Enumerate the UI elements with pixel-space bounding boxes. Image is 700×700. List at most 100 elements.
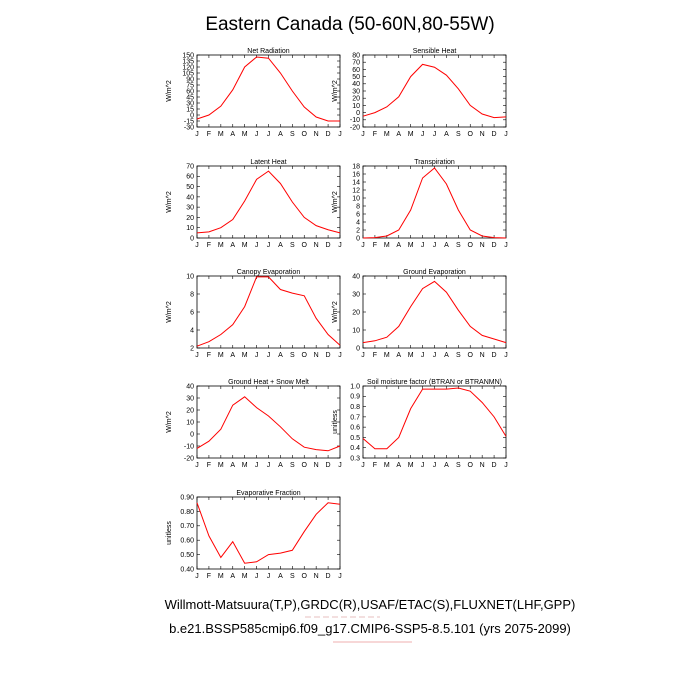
x-tick-label: O: [302, 352, 308, 359]
x-tick-label: J: [421, 242, 425, 249]
x-tick-label: N: [480, 242, 485, 249]
x-tick-label: O: [302, 131, 308, 138]
series-line: [362, 167, 507, 239]
x-tick-label: D: [492, 242, 497, 249]
y-tick-label: 6: [356, 211, 360, 218]
y-tick-label: 0: [356, 235, 360, 242]
y-tick-label: 0: [190, 235, 194, 242]
x-tick-label: J: [267, 352, 271, 359]
y-axis-label: unitless: [332, 410, 339, 434]
y-tick-label: 16: [352, 171, 360, 178]
y-tick-label: 50: [186, 184, 194, 191]
y-tick-label: -10: [350, 117, 360, 124]
y-tick-label: 45: [186, 94, 194, 101]
x-tick-label: M: [408, 242, 414, 249]
x-tick-label: J: [421, 352, 425, 359]
x-tick-label: O: [302, 573, 308, 580]
y-tick-label: 40: [352, 81, 360, 88]
x-tick-label: J: [255, 131, 259, 138]
x-tick-label: D: [492, 352, 497, 359]
y-tick-label: -15: [184, 118, 194, 125]
series-line: [196, 170, 341, 234]
y-tick-label: 10: [352, 195, 360, 202]
plot-frame: [362, 54, 507, 128]
x-tick-label: J: [267, 573, 271, 580]
x-tick-label: J: [255, 573, 259, 580]
x-tick-label: F: [373, 131, 377, 138]
x-tick-label: S: [290, 242, 295, 249]
y-axis-label: W/m^2: [166, 301, 173, 323]
x-tick-label: J: [504, 242, 508, 249]
y-tick-label: 0.70: [180, 523, 194, 530]
plot-frame: [196, 54, 341, 128]
y-tick-label: 40: [352, 273, 360, 280]
panel-0: Net Radiation -30-15015304560759010512013…: [166, 48, 342, 138]
y-tick-label: 20: [352, 309, 360, 316]
x-tick-label: A: [230, 462, 235, 469]
x-tick-label: M: [242, 573, 248, 580]
x-tick-label: A: [396, 352, 401, 359]
y-axis-label: W/m^2: [166, 191, 173, 213]
y-tick-label: 18: [352, 163, 360, 170]
series-line: [362, 387, 507, 450]
x-tick-label: S: [290, 573, 295, 580]
y-tick-label: 60: [186, 88, 194, 95]
x-tick-label: S: [290, 131, 295, 138]
y-tick-label: 10: [186, 225, 194, 232]
x-tick-label: J: [255, 242, 259, 249]
x-tick-label: M: [408, 462, 414, 469]
y-axis-label: unitless: [166, 521, 173, 545]
x-tick-label: D: [326, 131, 331, 138]
main-title: Eastern Canada (50-60N,80-55W): [205, 14, 494, 35]
x-tick-label: J: [195, 573, 199, 580]
y-axis-label: W/m^2: [166, 80, 173, 102]
plot-frame: [362, 165, 507, 239]
y-tick-label: 0: [190, 431, 194, 438]
plot-frame: [196, 385, 341, 459]
x-tick-label: N: [480, 352, 485, 359]
y-tick-label: 0.8: [350, 404, 360, 411]
y-tick-label: 0: [190, 112, 194, 119]
y-tick-label: 4: [190, 327, 194, 334]
y-tick-label: 30: [352, 291, 360, 298]
panels: Net Radiation-30-15015304560759010512013…: [166, 48, 508, 580]
x-tick-label: A: [396, 242, 401, 249]
x-tick-label: J: [421, 462, 425, 469]
x-tick-label: M: [218, 462, 224, 469]
y-tick-label: 0.3: [350, 455, 360, 462]
y-tick-label: 14: [352, 179, 360, 186]
x-tick-label: A: [278, 573, 283, 580]
y-tick-label: 20: [186, 407, 194, 414]
y-tick-label: 6: [190, 309, 194, 316]
x-tick-label: D: [326, 573, 331, 580]
x-tick-label: F: [207, 462, 211, 469]
x-tick-label: O: [468, 131, 474, 138]
panel-title: Soil moisture factor (BTRAN or BTRANMN): [367, 379, 502, 386]
x-tick-label: N: [314, 131, 319, 138]
y-tick-label: 20: [186, 215, 194, 222]
x-tick-label: J: [433, 242, 437, 249]
panel-title: Ground Evaporation: [403, 269, 466, 276]
x-tick-label: A: [230, 242, 235, 249]
x-tick-label: A: [444, 131, 449, 138]
y-tick-label: -20: [350, 124, 360, 131]
x-tick-label: J: [195, 462, 199, 469]
y-tick-label: -10: [184, 443, 194, 450]
x-tick-label: N: [314, 242, 319, 249]
x-tick-label: M: [242, 242, 248, 249]
x-tick-label: S: [290, 352, 295, 359]
y-axis-label: W/m^2: [332, 301, 339, 323]
panel-title: Transpiration: [414, 159, 455, 166]
y-tick-label: 40: [186, 194, 194, 201]
x-tick-label: N: [314, 573, 319, 580]
y-tick-label: 50: [352, 74, 360, 81]
x-tick-label: S: [456, 242, 461, 249]
y-tick-label: 30: [352, 88, 360, 95]
y-tick-label: 60: [352, 67, 360, 74]
x-tick-label: D: [326, 462, 331, 469]
y-tick-label: -30: [184, 124, 194, 131]
x-tick-label: M: [242, 462, 248, 469]
y-tick-label: 150: [182, 52, 194, 59]
